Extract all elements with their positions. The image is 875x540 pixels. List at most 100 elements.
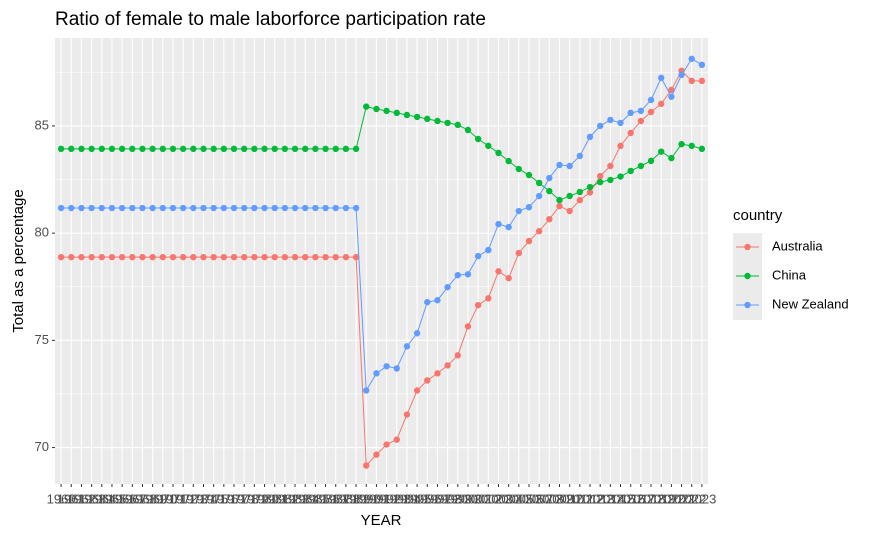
x-tick-label: 1984: [291, 491, 320, 506]
data-point: [596, 122, 604, 130]
data-point: [332, 204, 339, 212]
data-point: [190, 145, 197, 153]
x-tick-label: 2010: [555, 491, 584, 506]
data-point: [169, 145, 177, 153]
data-point: [342, 253, 350, 261]
data-point: [464, 323, 472, 330]
data-point: [281, 145, 289, 153]
data-point: [332, 145, 339, 153]
data-point: [342, 145, 350, 153]
data-point: [535, 192, 543, 200]
data-point: [607, 116, 614, 124]
x-tick-label: 1969: [138, 491, 167, 506]
data-point: [322, 204, 329, 212]
data-point: [424, 298, 431, 306]
data-point: [271, 145, 278, 153]
data-point: [251, 253, 258, 261]
data-point: [403, 343, 411, 350]
data-point: [535, 227, 543, 235]
data-point: [129, 253, 136, 261]
data-point: [159, 253, 167, 261]
data-point: [413, 387, 421, 394]
data-point: [637, 107, 645, 115]
data-point: [312, 253, 319, 261]
x-tick-label: 2007: [525, 491, 554, 506]
y-tick-label: 75: [35, 332, 49, 347]
data-point: [454, 121, 461, 129]
data-point: [118, 204, 126, 212]
x-tick-label: 2003: [484, 491, 513, 506]
data-point: [139, 204, 146, 212]
data-point: [363, 462, 370, 469]
data-point: [261, 204, 268, 212]
data-point: [312, 145, 319, 153]
data-point: [434, 370, 441, 377]
data-point: [159, 204, 167, 212]
data-point: [78, 253, 85, 261]
data-point: [240, 253, 248, 261]
data-point: [546, 187, 553, 195]
x-tick-label: 2022: [677, 491, 706, 506]
data-point: [179, 204, 187, 212]
x-tick-label: 2011: [566, 491, 594, 506]
data-point: [474, 252, 482, 260]
data-point: [647, 96, 655, 104]
data-point: [444, 362, 451, 369]
data-point: [434, 117, 441, 125]
x-tick-label: 2006: [515, 491, 544, 506]
data-point: [464, 126, 472, 134]
x-tick-label: 2023: [687, 491, 716, 506]
data-point: [535, 179, 543, 187]
x-tick-label: 2017: [626, 491, 655, 506]
x-tick-label: 1974: [189, 491, 218, 506]
data-point: [413, 330, 421, 337]
x-tick-label: 1973: [179, 491, 208, 506]
x-tick-label: 1996: [413, 491, 442, 506]
data-point: [546, 174, 553, 182]
y-tick-label: 80: [35, 225, 49, 240]
data-point: [57, 253, 65, 261]
data-point: [271, 204, 278, 212]
data-point: [627, 109, 634, 117]
x-axis-label: YEAR: [361, 512, 402, 529]
x-tick-label: 2012: [576, 491, 605, 506]
legend-point: [744, 301, 751, 309]
data-point: [393, 365, 400, 372]
data-point: [118, 145, 126, 153]
data-point: [566, 162, 573, 170]
data-point: [261, 145, 268, 153]
series-line: [61, 106, 703, 201]
data-point: [424, 377, 431, 384]
data-point: [302, 145, 309, 153]
data-point: [413, 113, 421, 121]
data-point: [637, 162, 645, 170]
legend-label: New Zealand: [772, 296, 849, 311]
data-point: [556, 161, 563, 169]
data-point: [68, 253, 75, 261]
data-point: [505, 274, 512, 282]
x-tick-label: 2019: [647, 491, 676, 506]
data-point: [210, 145, 217, 153]
data-point: [647, 108, 655, 116]
data-point: [342, 204, 350, 212]
x-tick-label: 1991: [362, 491, 391, 506]
data-point: [291, 145, 299, 153]
data-point: [322, 253, 329, 261]
data-point: [617, 119, 624, 127]
x-tick-label: 2020: [657, 491, 686, 506]
data-point: [291, 204, 299, 212]
data-point: [88, 145, 95, 153]
data-point: [159, 145, 167, 153]
x-tick-label: 1975: [199, 491, 228, 506]
legend-point: [744, 272, 751, 280]
data-point: [403, 411, 411, 418]
data-point: [200, 253, 207, 261]
data-point: [139, 253, 146, 261]
x-tick-label: 1983: [281, 491, 310, 506]
data-point: [78, 204, 85, 212]
x-tick-label: 1980: [250, 491, 279, 506]
data-point: [210, 204, 217, 212]
data-point: [525, 237, 533, 245]
data-point: [352, 145, 360, 153]
data-point: [668, 154, 675, 162]
